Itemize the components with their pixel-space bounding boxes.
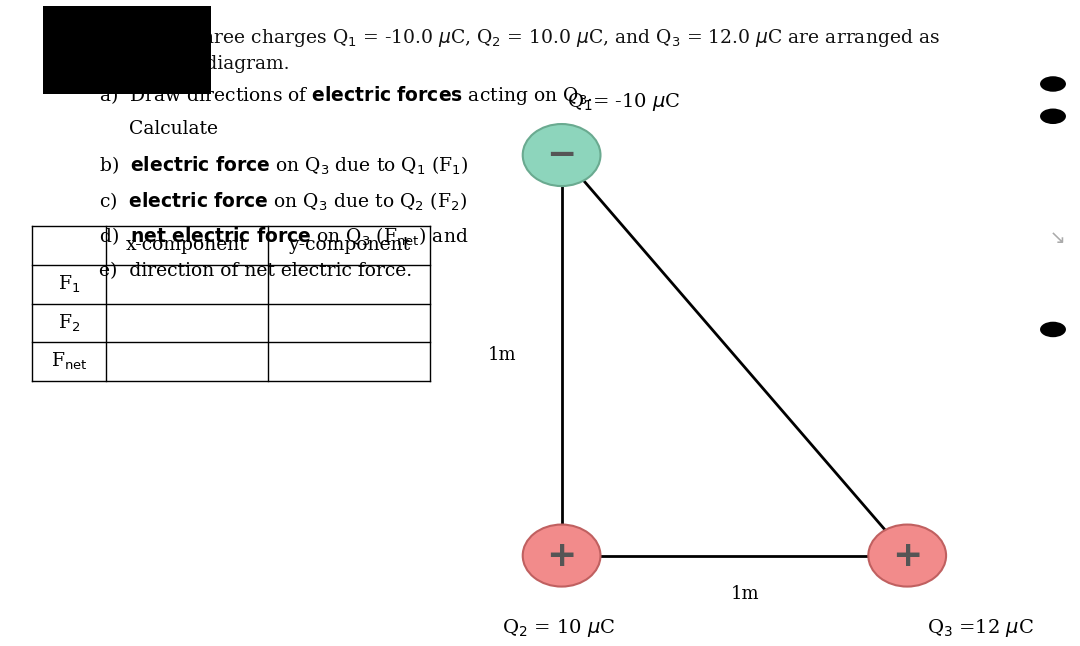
- Text: b)  $\mathbf{electric\ force}$ on Q$_3$ due to Q$_1$ (F$_1$): b) $\mathbf{electric\ force}$ on Q$_3$ d…: [99, 155, 469, 178]
- Text: ↖: ↖: [1044, 226, 1062, 245]
- Circle shape: [1040, 322, 1066, 337]
- Text: −: −: [546, 138, 577, 172]
- Text: 1m: 1m: [731, 585, 759, 603]
- FancyBboxPatch shape: [43, 6, 211, 94]
- Text: shown in the diagram.: shown in the diagram.: [78, 55, 289, 73]
- Text: F$_1$: F$_1$: [58, 274, 80, 295]
- Ellipse shape: [523, 124, 600, 186]
- Text: F$_2$: F$_2$: [58, 313, 80, 333]
- Text: 1m: 1m: [488, 346, 516, 364]
- Text: +: +: [546, 539, 577, 572]
- Text: Calculate: Calculate: [99, 120, 218, 138]
- Circle shape: [1040, 76, 1066, 92]
- Text: y-component: y-component: [287, 236, 410, 255]
- Text: F$_{\mathrm{net}}$: F$_{\mathrm{net}}$: [51, 351, 87, 372]
- Ellipse shape: [868, 525, 946, 587]
- Ellipse shape: [523, 525, 600, 587]
- Text: c)  $\mathbf{electric\ force}$ on Q$_3$ due to Q$_2$ (F$_2$): c) $\mathbf{electric\ force}$ on Q$_3$ d…: [99, 191, 468, 213]
- Text: a)  Draw directions of $\mathbf{electric\ forces}$ acting on Q$_3$.: a) Draw directions of $\mathbf{electric\…: [99, 84, 593, 107]
- Text: +: +: [892, 539, 922, 572]
- Text: Q$_3$ =12 $\mu$C: Q$_3$ =12 $\mu$C: [927, 617, 1034, 639]
- Text: Q$_2$ = 10 $\mu$C: Q$_2$ = 10 $\mu$C: [502, 617, 616, 639]
- Text: Q$_1$= -10 $\mu$C: Q$_1$= -10 $\mu$C: [567, 91, 680, 113]
- Text: d)  $\mathbf{net\ electric\ force}$ on Q$_3$ (F$_{\mathrm{net}}$) and: d) $\mathbf{net\ electric\ force}$ on Q$…: [99, 226, 469, 249]
- Circle shape: [1040, 109, 1066, 124]
- Text: e)  direction of net electric force.: e) direction of net electric force.: [99, 262, 413, 280]
- Text: Three charges Q$_1$ = -10.0 $\mu$C, Q$_2$ = 10.0 $\mu$C, and Q$_3$ = 12.0 $\mu$C: Three charges Q$_1$ = -10.0 $\mu$C, Q$_2…: [189, 27, 940, 49]
- Text: x-component: x-component: [126, 236, 247, 255]
